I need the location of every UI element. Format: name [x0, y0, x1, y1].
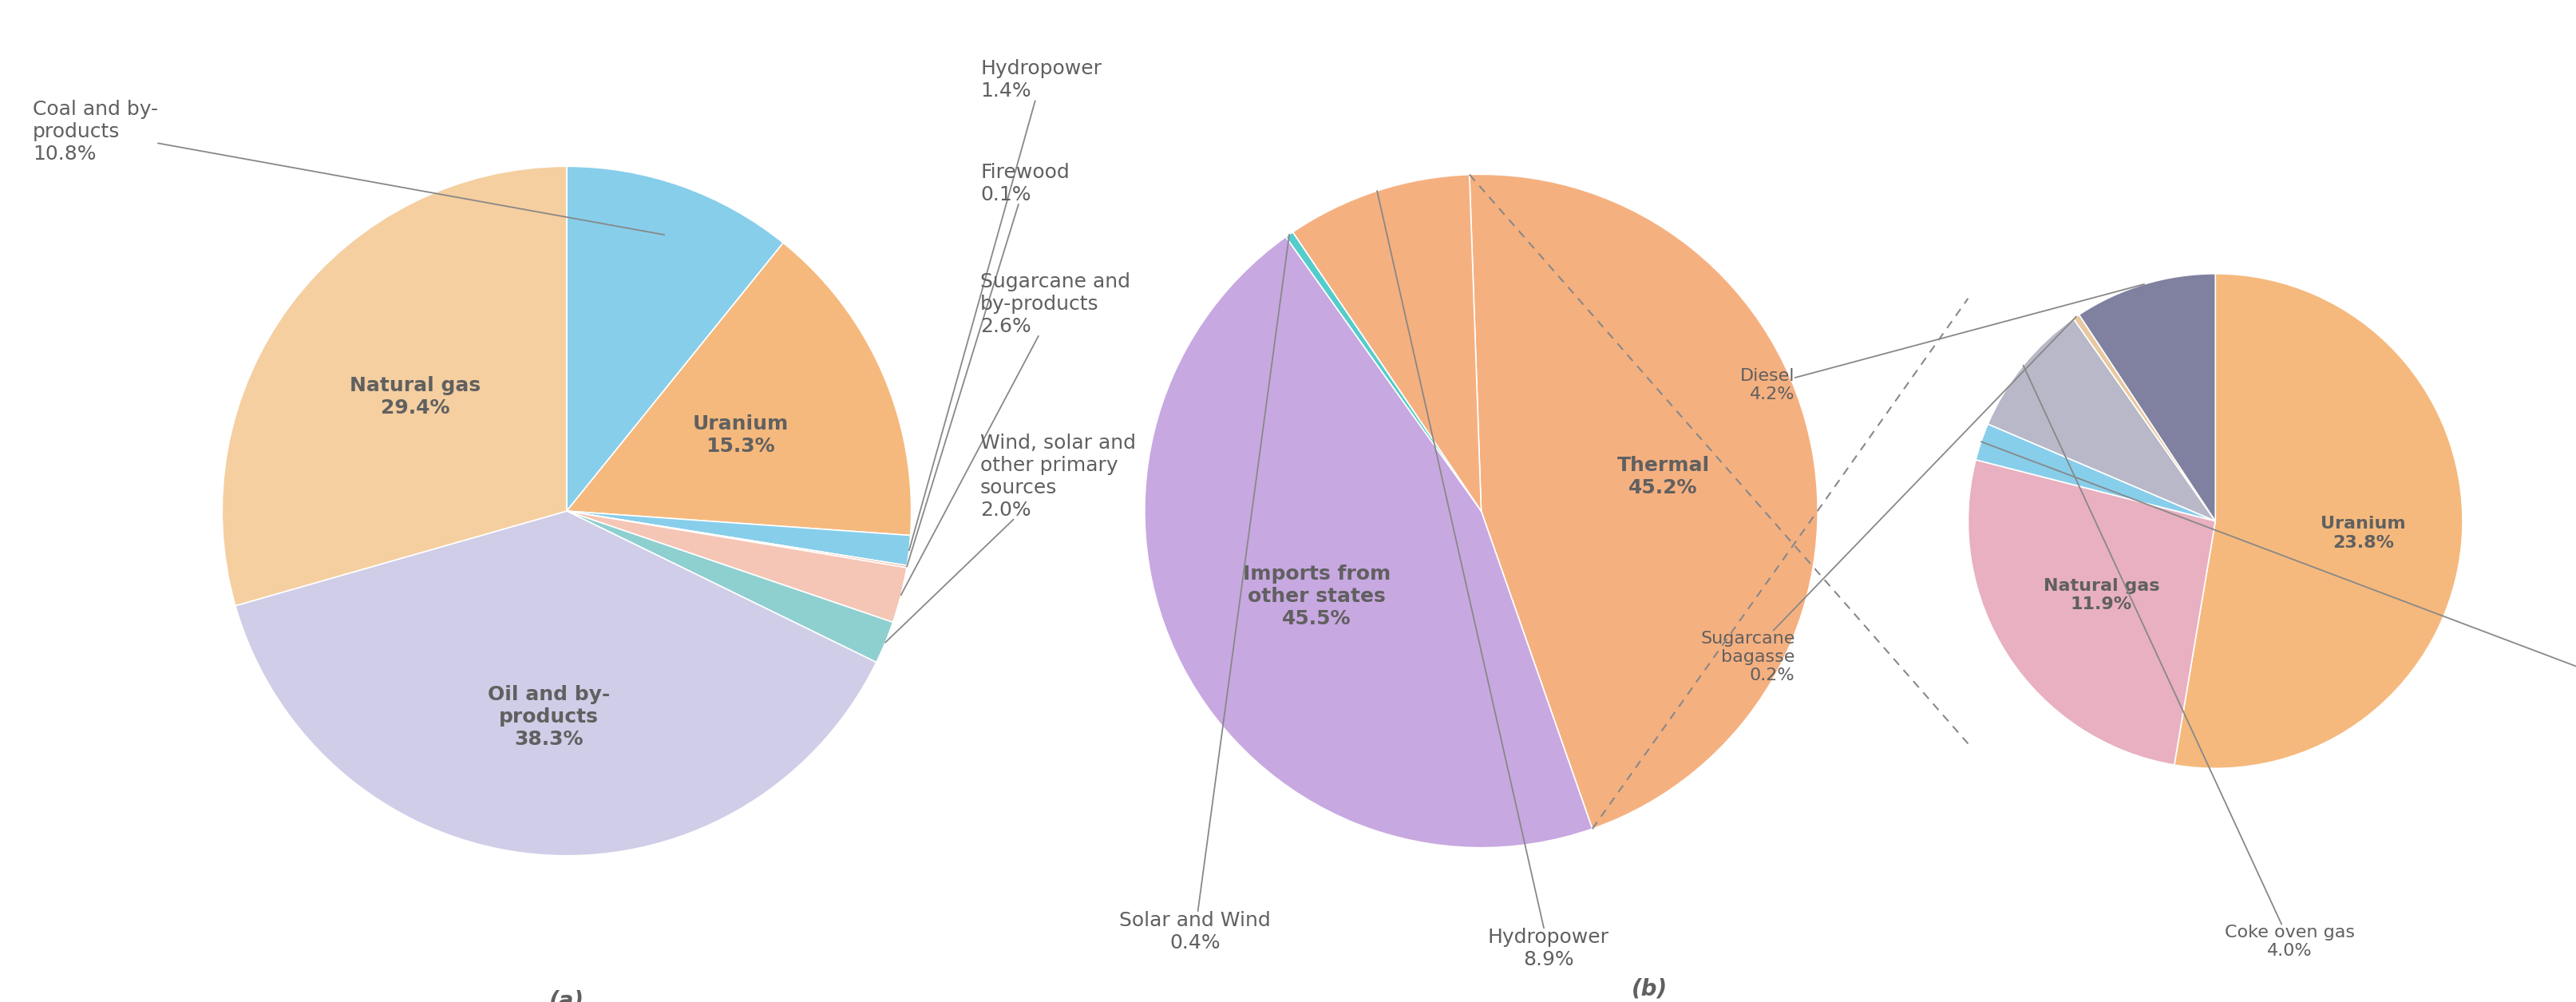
Text: Firewood
0.1%: Firewood 0.1%: [907, 163, 1069, 566]
Wedge shape: [567, 166, 783, 511]
Wedge shape: [2074, 315, 2215, 521]
Text: Uranium
23.8%: Uranium 23.8%: [2321, 516, 2406, 551]
Text: Thermal
45.2%: Thermal 45.2%: [1618, 456, 1710, 498]
Wedge shape: [567, 242, 912, 535]
Wedge shape: [567, 511, 907, 622]
Text: Solar and Wind
0.4%: Solar and Wind 0.4%: [1121, 234, 1288, 953]
Text: (b): (b): [1631, 978, 1667, 1000]
Wedge shape: [1968, 460, 2215, 765]
Text: Coal and by-
products
10.8%: Coal and by- products 10.8%: [33, 100, 665, 234]
Text: Oil and by-
products
38.3%: Oil and by- products 38.3%: [487, 685, 611, 748]
Text: Hydropower
8.9%: Hydropower 8.9%: [1378, 190, 1610, 969]
Wedge shape: [1285, 232, 1481, 511]
Text: Imports from
other states
45.5%: Imports from other states 45.5%: [1242, 564, 1391, 628]
Wedge shape: [1468, 174, 1819, 829]
Text: Diesel
4.2%: Diesel 4.2%: [1741, 285, 2143, 402]
Text: (a): (a): [549, 989, 585, 1002]
Wedge shape: [1989, 319, 2215, 521]
Wedge shape: [1144, 236, 1592, 848]
Wedge shape: [567, 511, 894, 662]
Wedge shape: [567, 511, 907, 568]
Text: Light fuel oil
1.1%: Light fuel oil 1.1%: [1981, 442, 2576, 736]
Wedge shape: [567, 511, 909, 565]
Wedge shape: [234, 511, 876, 856]
Text: Sugarcane and
by-products
2.6%: Sugarcane and by-products 2.6%: [902, 273, 1131, 595]
Text: Natural gas
29.4%: Natural gas 29.4%: [350, 376, 482, 418]
Wedge shape: [222, 166, 567, 606]
Text: Uranium
15.3%: Uranium 15.3%: [693, 415, 788, 456]
Text: Coke oven gas
4.0%: Coke oven gas 4.0%: [2022, 366, 2354, 959]
Text: Sugarcane
bagasse
0.2%: Sugarcane bagasse 0.2%: [1700, 317, 2076, 683]
Wedge shape: [2079, 274, 2215, 521]
Text: Wind, solar and
other primary
sources
2.0%: Wind, solar and other primary sources 2.…: [886, 434, 1136, 642]
Text: Hydropower
1.4%: Hydropower 1.4%: [909, 59, 1103, 550]
Wedge shape: [2174, 274, 2463, 769]
Wedge shape: [1293, 174, 1481, 511]
Text: Natural gas
11.9%: Natural gas 11.9%: [2043, 578, 2159, 612]
Wedge shape: [1976, 424, 2215, 521]
